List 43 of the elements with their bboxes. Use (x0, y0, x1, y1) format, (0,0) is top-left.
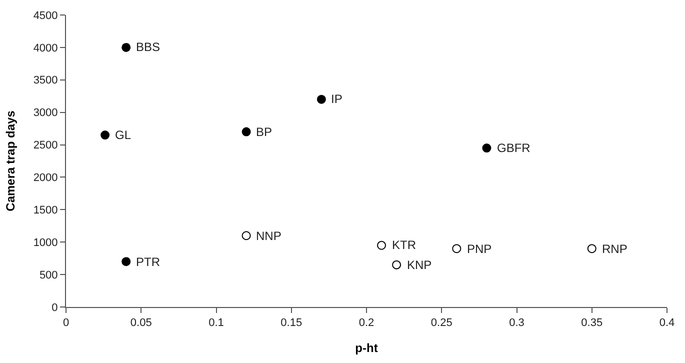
x-tick-label: 0.35 (581, 317, 603, 330)
annotation: PTR (136, 255, 160, 269)
point (392, 260, 402, 270)
point (452, 244, 462, 254)
y-tick-label: 1500 (33, 204, 58, 217)
y-tick-label: 500 (39, 269, 58, 282)
x-tick-label: 0.25 (430, 317, 452, 330)
annotation: GBFR (497, 141, 531, 155)
annotation: GL (115, 128, 132, 142)
annotation: KTR (392, 238, 416, 252)
y-tick-label: 4500 (33, 10, 58, 22)
annotation: KNP (407, 258, 432, 272)
point (100, 130, 110, 140)
x-tick-label: 0.3 (509, 317, 524, 330)
x-tick-label: 0 (62, 317, 70, 330)
point (377, 240, 386, 250)
annotation: PNP (467, 242, 492, 256)
x-tick-label: 0.1 (208, 317, 224, 330)
x-tick-label: 0.05 (130, 317, 152, 330)
x-tick-label: 0.15 (280, 317, 302, 330)
annotation: BP (256, 125, 272, 139)
annotation: IP (331, 92, 342, 106)
y-tick-label: 1000 (33, 236, 58, 249)
y-axis-title: Camera trap days (4, 110, 18, 212)
point (316, 94, 326, 104)
point (242, 231, 251, 240)
x-tick-label: 0.4 (659, 317, 675, 330)
point (587, 244, 596, 254)
y-tick-label: 2500 (33, 140, 58, 152)
annotation: NNP (256, 229, 282, 243)
y-tick-label: 3000 (33, 107, 58, 120)
x-tick-label: 0.2 (358, 317, 374, 330)
point (482, 144, 492, 153)
y-tick-label: 2000 (33, 172, 58, 184)
annotation: BBS (136, 40, 160, 54)
point (122, 42, 131, 52)
y-tick-label: 4000 (33, 42, 58, 54)
point (122, 257, 131, 266)
y-tick-label: 0 (52, 302, 58, 314)
point (242, 127, 251, 136)
annotation: RNP (602, 242, 628, 256)
y-tick-label: 3500 (33, 74, 58, 87)
x-axis-title: p-ht (355, 341, 378, 356)
